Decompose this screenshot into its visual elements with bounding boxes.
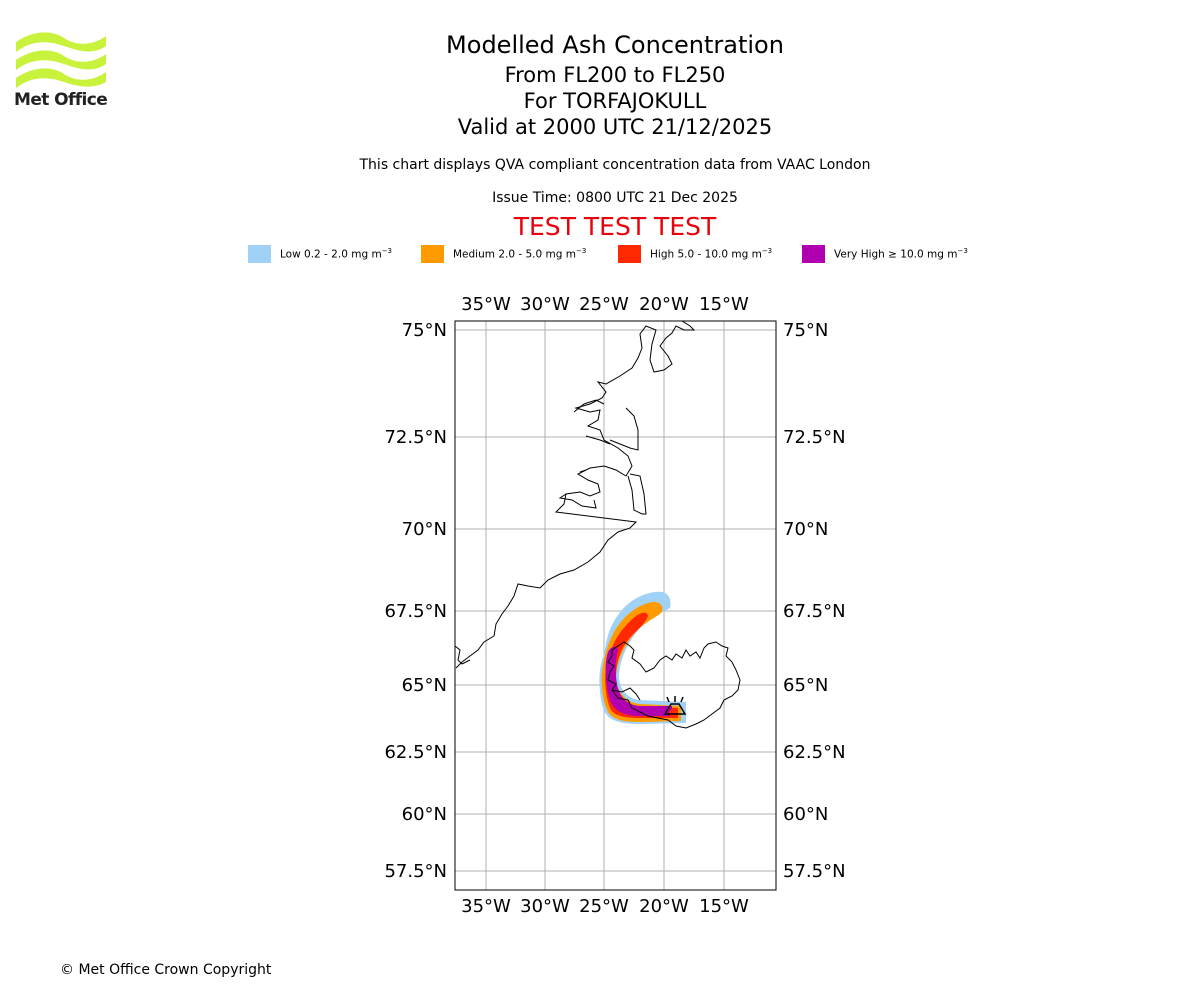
iceland-coastline: [607, 641, 741, 729]
chart-title: Modelled Ash Concentration: [446, 31, 784, 59]
lon-label-top-25w: 25°W: [579, 294, 629, 315]
lat-label-right-72-5n: 72.5°N: [783, 427, 846, 448]
lon-label-top-35w: 35°W: [461, 294, 511, 315]
met-office-logo: Met Office: [14, 30, 110, 112]
lat-label-right-70n: 70°N: [783, 519, 828, 540]
legend-item-very-high: Very High ≥ 10.0 mg m−3: [802, 245, 968, 263]
legend-label-low: Low 0.2 - 2.0 mg m: [280, 248, 382, 261]
greenland-coastline: [455, 321, 696, 669]
logo-waves-icon: [16, 32, 106, 88]
valid-time: Valid at 2000 UTC 21/12/2025: [457, 115, 773, 139]
lat-label-right-62-5n: 62.5°N: [783, 742, 846, 763]
volcano-name: For TORFAJOKULL: [523, 89, 707, 113]
lon-label-bottom-25w: 25°W: [579, 896, 629, 917]
copyright-notice: © Met Office Crown Copyright: [60, 962, 272, 978]
legend-swatch-very-high: [802, 245, 825, 263]
lat-label-left-57-5n: 57.5°N: [384, 861, 447, 882]
flight-level-range: From FL200 to FL250: [504, 63, 726, 87]
test-banner: TEST TEST TEST: [513, 212, 717, 241]
legend-label-very-high: Very High ≥ 10.0 mg m: [834, 248, 958, 261]
volcano-icon: [663, 696, 687, 715]
longitude-labels: 35°W 30°W 25°W 20°W 15°W 35°W 30°W 25°W …: [461, 294, 749, 917]
lat-label-left-67-5n: 67.5°N: [384, 601, 447, 622]
lon-label-bottom-20w: 20°W: [639, 896, 689, 917]
lat-label-left-62-5n: 62.5°N: [384, 742, 447, 763]
ash-plume-high: [605, 612, 678, 718]
lat-label-right-67-5n: 67.5°N: [783, 601, 846, 622]
legend-swatch-medium: [421, 245, 444, 263]
map-gridlines: [455, 321, 776, 890]
legend-swatch-high: [618, 245, 641, 263]
legend-swatch-low: [248, 245, 271, 263]
latitude-labels: 75°N 72.5°N 70°N 67.5°N 65°N 62.5°N 60°N…: [384, 320, 845, 882]
lon-label-top-20w: 20°W: [639, 294, 689, 315]
map-frame: [454, 320, 777, 891]
chart-title-block: Modelled Ash Concentration From FL200 to…: [315, 28, 915, 140]
lat-label-right-65n: 65°N: [783, 675, 828, 696]
logo-text: Met Office: [14, 90, 108, 110]
lon-label-bottom-35w: 35°W: [461, 896, 511, 917]
legend-label-high: High 5.0 - 10.0 mg m: [650, 248, 762, 261]
lat-label-left-72-5n: 72.5°N: [384, 427, 447, 448]
lat-label-right-75n: 75°N: [783, 320, 828, 341]
qva-note: This chart displays QVA compliant concen…: [359, 157, 871, 173]
lon-label-top-30w: 30°W: [520, 294, 570, 315]
legend-label-medium: Medium 2.0 - 5.0 mg m: [453, 248, 576, 261]
lon-label-bottom-30w: 30°W: [520, 896, 570, 917]
lat-label-right-57-5n: 57.5°N: [783, 861, 846, 882]
lon-label-bottom-15w: 15°W: [699, 896, 749, 917]
lat-label-left-75n: 75°N: [402, 320, 447, 341]
lon-label-top-15w: 15°W: [699, 294, 749, 315]
lat-label-right-60n: 60°N: [783, 804, 828, 825]
issue-time: Issue Time: 0800 UTC 21 Dec 2025: [492, 190, 738, 206]
lat-label-left-65n: 65°N: [402, 675, 447, 696]
legend-item-high: High 5.0 - 10.0 mg m−3: [618, 245, 772, 263]
legend-item-medium: Medium 2.0 - 5.0 mg m−3: [421, 245, 586, 263]
lat-label-left-70n: 70°N: [402, 519, 447, 540]
legend-item-low: Low 0.2 - 2.0 mg m−3: [248, 245, 392, 263]
lat-label-left-60n: 60°N: [402, 804, 447, 825]
